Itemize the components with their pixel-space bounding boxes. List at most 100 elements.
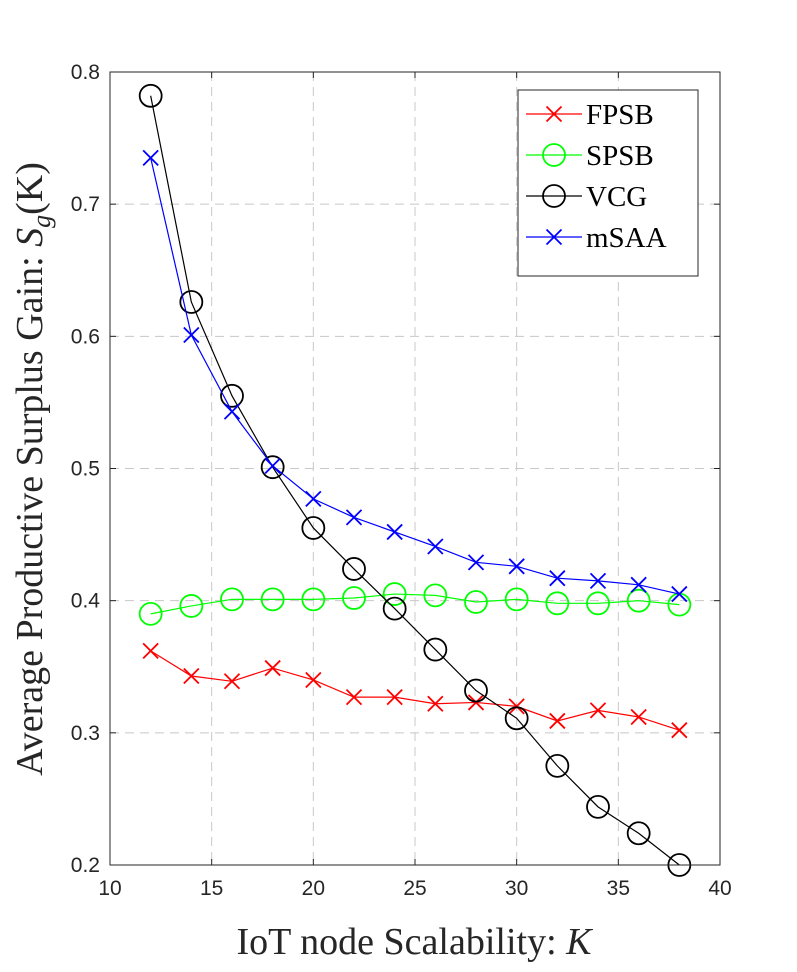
y-tick-label: 0.2 xyxy=(71,854,100,877)
data-point-msaa-stroke-b xyxy=(345,509,363,526)
data-point-msaa-stroke-b xyxy=(223,403,241,420)
y-tick-label: 0.7 xyxy=(71,193,100,216)
data-point-vcg xyxy=(382,596,407,621)
data-point-msaa xyxy=(508,558,525,575)
data-point-fpsb-stroke-b xyxy=(345,689,363,706)
data-point-fpsb xyxy=(183,667,200,685)
data-point-msaa-stroke-b xyxy=(183,326,200,344)
data-point-fpsb xyxy=(223,673,241,690)
data-point-fpsb xyxy=(549,712,566,730)
data-point-spsb xyxy=(138,601,163,626)
legend-marker-fpsb-stroke-b xyxy=(545,105,563,123)
data-point-fpsb-stroke-b xyxy=(671,722,688,739)
data-point-msaa-stroke-b xyxy=(630,576,647,593)
legend-item-msaa: mSAA xyxy=(526,222,667,254)
data-point-fpsb xyxy=(264,659,281,677)
data-point-msaa xyxy=(386,523,403,541)
data-point-msaa-stroke-b xyxy=(142,149,159,167)
data-point-fpsb xyxy=(345,689,363,706)
data-point-msaa xyxy=(467,554,485,571)
data-point-spsb xyxy=(260,587,285,612)
data-point-fpsb xyxy=(386,689,403,706)
data-point-msaa-stroke-b xyxy=(508,558,525,575)
data-point-msaa xyxy=(589,572,607,589)
legend-label-msaa: mSAA xyxy=(586,222,667,254)
data-point-msaa-stroke-b xyxy=(589,572,607,589)
series-line-spsb xyxy=(150,593,680,615)
data-point-spsb xyxy=(382,582,407,606)
x-tick-label: 30 xyxy=(505,877,528,900)
x-tick-label: 40 xyxy=(708,877,731,900)
y-tick-label: 0.3 xyxy=(71,722,100,745)
data-point-fpsb-stroke-b xyxy=(264,659,281,677)
y-axis-title: Average Productive Surplus Gain: Sg(K) xyxy=(9,162,56,776)
data-point-msaa xyxy=(671,585,688,603)
data-point-msaa xyxy=(264,457,281,474)
y-tick-label: 0.8 xyxy=(71,61,100,84)
data-point-msaa-stroke-b xyxy=(467,554,485,571)
legend: FPSB SPSB VCG mSAA xyxy=(517,89,699,277)
data-point-msaa xyxy=(305,490,322,508)
data-point-msaa xyxy=(183,326,200,344)
y-tick-label: 0.4 xyxy=(71,590,101,613)
data-point-msaa-stroke-b xyxy=(305,490,322,508)
data-point-fpsb xyxy=(142,642,159,660)
x-tick-label: 25 xyxy=(403,877,426,900)
data-point-spsb xyxy=(301,587,326,612)
data-point-spsb xyxy=(220,587,244,612)
legend-label-fpsb: FPSB xyxy=(586,99,654,131)
data-point-msaa-stroke-b xyxy=(427,538,444,555)
data-point-fpsb-stroke-b xyxy=(305,671,322,689)
data-point-msaa xyxy=(223,403,241,420)
data-point-fpsb xyxy=(630,708,647,726)
series-line-fpsb xyxy=(150,650,680,731)
x-axis-title-var: K xyxy=(565,921,593,963)
data-point-fpsb-stroke-b xyxy=(427,695,444,712)
data-point-msaa xyxy=(630,576,647,593)
legend-marker-msaa-stroke-b xyxy=(545,228,563,246)
data-point-spsb xyxy=(179,594,204,618)
data-point-vcg xyxy=(342,557,366,581)
data-point-vcg xyxy=(301,516,326,540)
data-point-spsb xyxy=(504,587,529,612)
series-msaa xyxy=(142,149,688,603)
data-point-fpsb-stroke-b xyxy=(386,689,403,706)
data-point-vcg xyxy=(504,706,529,731)
data-point-fpsb-stroke-b xyxy=(183,667,200,685)
data-point-msaa xyxy=(345,509,363,526)
data-point-vcg xyxy=(423,637,448,662)
series-line-vcg xyxy=(150,95,680,866)
data-point-fpsb-stroke-b xyxy=(589,702,607,719)
data-point-fpsb xyxy=(671,722,688,739)
y-tick-label: 0.5 xyxy=(71,458,100,481)
legend-item-spsb: SPSB xyxy=(526,140,654,172)
data-point-fpsb xyxy=(427,695,444,712)
data-point-msaa xyxy=(427,538,444,555)
axis-ticks: 10 15 20 25 30 35 40 0.2 0.3 0.4 0.5 0.6 0.7 0.8 xyxy=(71,61,732,900)
x-tick-label: 20 xyxy=(302,877,325,900)
data-point-fpsb-stroke-b xyxy=(549,712,566,730)
legend-marker-vcg xyxy=(542,184,566,208)
data-point-vcg xyxy=(138,83,163,108)
data-point-msaa xyxy=(549,570,566,587)
data-point-spsb xyxy=(464,590,488,614)
legend-item-fpsb: FPSB xyxy=(526,99,654,131)
x-axis-title-text: IoT node Scalability: xyxy=(237,921,567,963)
legend-marker-spsb xyxy=(542,143,566,167)
data-point-fpsb-stroke-b xyxy=(223,673,241,690)
y-axis-title-arg: (K) xyxy=(9,162,51,215)
grid-lines xyxy=(110,72,720,865)
y-axis-title-var: S xyxy=(9,228,51,247)
data-point-fpsb xyxy=(589,702,607,719)
data-point-spsb xyxy=(342,586,366,610)
data-point-vcg xyxy=(626,821,651,846)
legend-marker-msaa xyxy=(545,228,563,246)
data-point-fpsb-stroke-b xyxy=(630,708,647,726)
x-axis-title: IoT node Scalability: K xyxy=(237,921,594,963)
series-line-msaa xyxy=(150,157,680,595)
data-point-vcg xyxy=(220,383,244,408)
data-point-msaa xyxy=(142,149,159,167)
data-point-spsb xyxy=(626,588,651,613)
legend-label-vcg: VCG xyxy=(586,181,647,213)
